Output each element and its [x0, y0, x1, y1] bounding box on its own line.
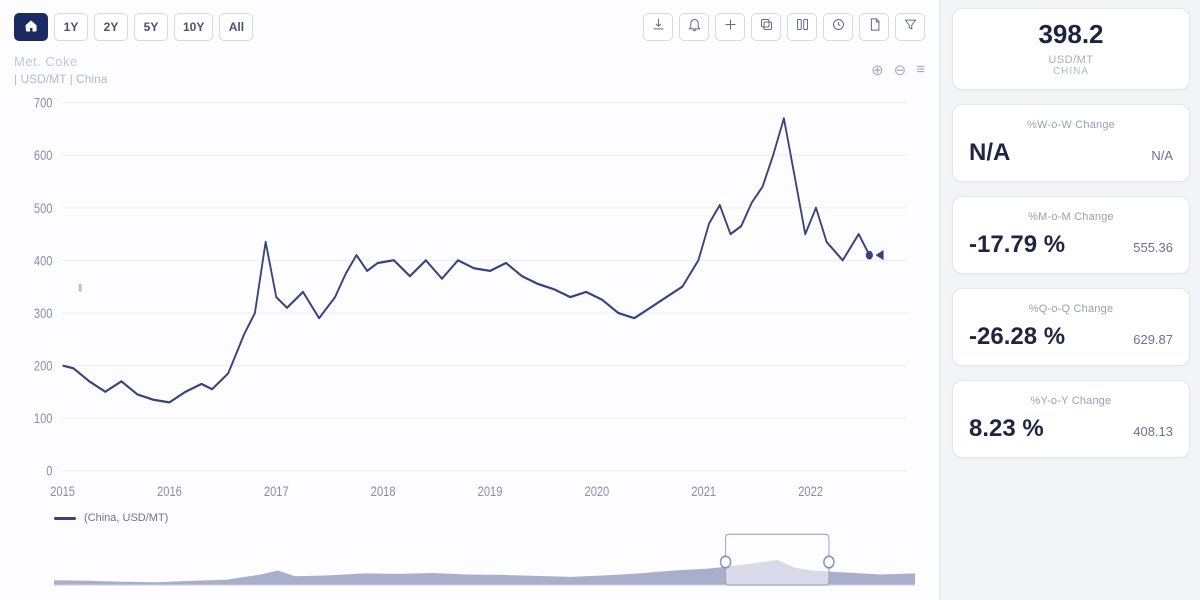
svg-text:700: 700 [34, 96, 53, 111]
svg-text:600: 600 [34, 148, 53, 163]
legend-swatch [54, 517, 76, 520]
current-price-region: CHINA [969, 66, 1173, 77]
navigator[interactable] [14, 532, 925, 592]
home-icon [24, 19, 38, 36]
tool-icon-group [643, 13, 925, 41]
download-button[interactable] [643, 13, 673, 41]
zoom-in-icon[interactable]: ⊕ [871, 61, 884, 79]
copy-button[interactable] [751, 13, 781, 41]
clock-icon [831, 17, 846, 37]
legend-label: (China, USD/MT) [84, 512, 168, 524]
sep2: | [66, 72, 76, 86]
svg-text:300: 300 [34, 306, 53, 321]
zoom-out-icon[interactable]: ⊖ [894, 61, 907, 79]
yoy-title: %Y-o-Y Change [969, 395, 1173, 407]
chart-panel: 1Y 2Y 5Y 10Y All Met. Coke | USD/MT | Ch… [0, 0, 940, 600]
compare-icon [795, 17, 810, 37]
mom-card: %M-o-M Change -17.79 % 555.36 [952, 196, 1190, 274]
wow-ref: N/A [1151, 148, 1173, 163]
yoy-ref: 408.13 [1133, 424, 1173, 439]
svg-text:2017: 2017 [264, 484, 289, 499]
wow-value: N/A [969, 139, 1010, 167]
range-10y-button[interactable]: 10Y [174, 13, 213, 41]
unit-text: USD/MT [20, 72, 66, 86]
chart-area: 0 100 200 300 400 500 600 700 2015 2016 2017 2018 20… [14, 90, 925, 506]
mom-value: -17.79 % [969, 231, 1065, 259]
current-price-card: 398.2 USD/MT CHINA [952, 8, 1190, 90]
range-all-button[interactable]: All [219, 13, 253, 41]
current-price-value: 398.2 [969, 19, 1173, 50]
filter-icon [903, 17, 918, 37]
svg-text:500: 500 [34, 201, 53, 216]
qoq-card: %Q-o-Q Change -26.28 % 629.87 [952, 288, 1190, 366]
svg-text:2015: 2015 [50, 484, 75, 499]
yoy-card: %Y-o-Y Change 8.23 % 408.13 [952, 380, 1190, 458]
bell-icon [687, 17, 702, 37]
add-button[interactable] [715, 13, 745, 41]
range-home-button[interactable] [14, 13, 48, 41]
copy-icon [759, 17, 774, 37]
price-chart: 0 100 200 300 400 500 600 700 2015 2016 2017 2018 20… [14, 90, 925, 506]
wow-card: %W-o-W Change N/A N/A [952, 104, 1190, 182]
plus-icon [723, 17, 738, 37]
range-2y-button[interactable]: 2Y [94, 13, 128, 41]
compare-button[interactable] [787, 13, 817, 41]
current-price-unit: USD/MT [969, 54, 1173, 66]
yoy-value: 8.23 % [969, 415, 1044, 443]
svg-text:2016: 2016 [157, 484, 182, 499]
svg-text:400: 400 [34, 253, 53, 268]
commodity-units: | USD/MT | China [14, 72, 107, 86]
filter-button[interactable] [895, 13, 925, 41]
range-5y-button[interactable]: 5Y [134, 13, 168, 41]
qoq-title: %Q-o-Q Change [969, 303, 1173, 315]
svg-text:2021: 2021 [691, 484, 716, 499]
mom-ref: 555.36 [1133, 240, 1173, 255]
svg-text:2019: 2019 [478, 484, 503, 499]
svg-text:100: 100 [34, 411, 53, 426]
history-button[interactable] [823, 13, 853, 41]
toolbar: 1Y 2Y 5Y 10Y All [14, 10, 925, 44]
alert-button[interactable] [679, 13, 709, 41]
qoq-value: -26.28 % [969, 323, 1065, 351]
navigator-chart[interactable] [54, 532, 915, 592]
legend: (China, USD/MT) [14, 512, 925, 524]
subtitle-row: Met. Coke | USD/MT | China ⊕ ⊖ ≡ [14, 54, 925, 86]
svg-text:2022: 2022 [798, 484, 823, 499]
export-doc-button[interactable] [859, 13, 889, 41]
stats-panel: 398.2 USD/MT CHINA %W-o-W Change N/A N/A… [940, 0, 1200, 600]
chart-menu-icon[interactable]: ≡ [916, 61, 925, 79]
region-text: China [76, 72, 107, 86]
svg-text:0: 0 [46, 464, 52, 479]
range-group: 1Y 2Y 5Y 10Y All [14, 13, 253, 41]
qoq-ref: 629.87 [1133, 332, 1173, 347]
svg-text:2018: 2018 [371, 484, 396, 499]
commodity-name: Met. Coke [14, 54, 107, 69]
svg-text:200: 200 [34, 358, 53, 373]
chart-overlay-icons: ⊕ ⊖ ≡ [871, 61, 925, 79]
doc-icon [867, 17, 882, 37]
range-1y-button[interactable]: 1Y [54, 13, 88, 41]
mom-title: %M-o-M Change [969, 211, 1173, 223]
svg-text:2020: 2020 [585, 484, 610, 499]
wow-title: %W-o-W Change [969, 119, 1173, 131]
download-icon [651, 17, 666, 37]
